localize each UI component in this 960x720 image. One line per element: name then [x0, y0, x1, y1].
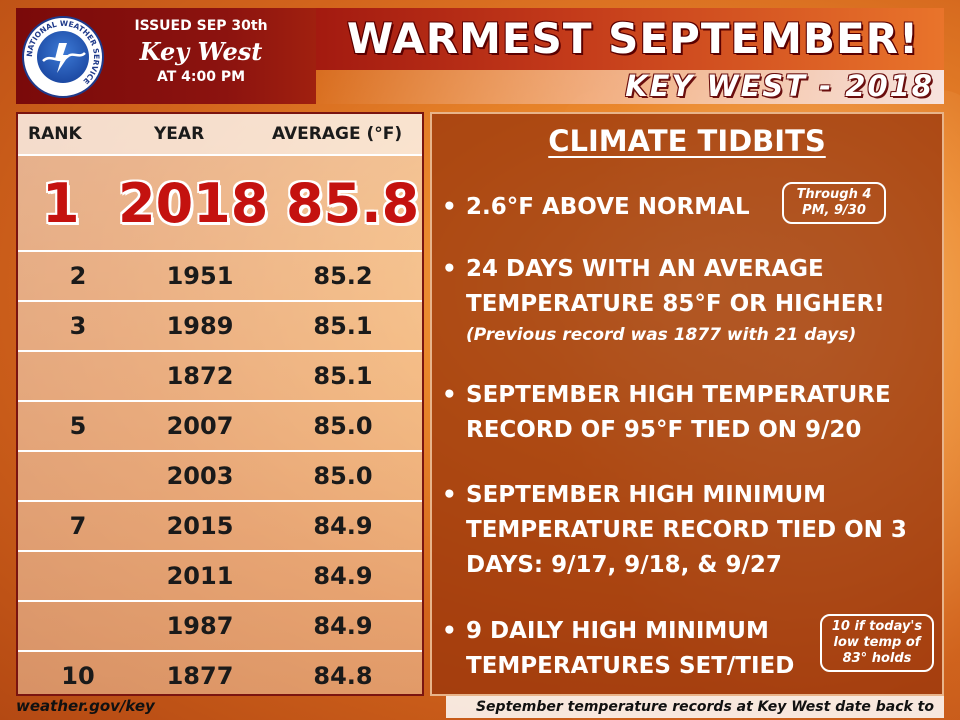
issued-time: AT 4:00 PM	[156, 69, 246, 85]
page-subtitle: KEY WEST - 2018	[625, 69, 934, 103]
table-row: 2 1951 85.2	[18, 252, 422, 302]
row-year: 2015	[166, 512, 234, 540]
header: NATIONAL WEATHER SERVICE ISSUED SEP 30th…	[16, 8, 944, 104]
row-average: 84.9	[313, 612, 373, 640]
page-title: WARMEST SEPTEMBER!	[346, 14, 920, 63]
row-rank: 10	[61, 662, 95, 690]
callout-todays-low: 10 if today's low temp of 83° holds	[820, 614, 934, 672]
row-year: 1951	[166, 262, 234, 290]
row-year: 1989	[166, 312, 234, 340]
top-year: 2018	[118, 172, 269, 235]
footer-records-note: September temperature records at Key Wes…	[446, 696, 944, 718]
row-rank: 5	[69, 412, 87, 440]
table-row: 2011 84.9	[18, 552, 422, 602]
top-rank: 1	[42, 172, 80, 235]
issued-date: ISSUED SEP 30th	[134, 18, 268, 34]
bullet-icon: •	[442, 618, 457, 644]
tidbit-text-wrap: 24 DAYS WITH AN AVERAGE TEMPERATURE 85°F…	[466, 252, 936, 348]
header-subtitle-band	[316, 70, 944, 104]
table-row: 7 2015 84.9	[18, 502, 422, 552]
header-rank: RANK	[28, 124, 82, 144]
tidbit-note: (Previous record was 1877 with 21 days)	[466, 325, 857, 345]
row-rank: 3	[69, 312, 87, 340]
climate-tidbits-panel: CLIMATE TIDBITS • 2.6°F ABOVE NORMAL Thr…	[430, 112, 944, 696]
row-year: 2011	[166, 562, 234, 590]
row-year: 1877	[166, 662, 234, 690]
row-average: 84.9	[313, 562, 373, 590]
issued-info: ISSUED SEP 30th Key West AT 4:00 PM	[116, 18, 286, 86]
table-row-top: 1 2018 85.8	[18, 156, 422, 252]
row-average: 85.0	[313, 462, 373, 490]
header-year: YEAR	[154, 124, 205, 144]
table-row: 1987 84.9	[18, 602, 422, 652]
station-name: Key West	[139, 37, 263, 66]
bullet-icon: •	[442, 256, 457, 282]
nws-logo-globe-icon	[37, 31, 89, 83]
row-year: 2003	[166, 462, 234, 490]
table-row: 1872 85.1	[18, 352, 422, 402]
table-row: 5 2007 85.0	[18, 402, 422, 452]
bullet-icon: •	[442, 482, 457, 508]
tidbit-text: 2.6°F ABOVE NORMAL	[466, 194, 750, 220]
header-average: AVERAGE (°F)	[272, 124, 403, 144]
row-average: 85.2	[313, 262, 373, 290]
row-rank: 2	[69, 262, 87, 290]
row-average: 85.1	[313, 362, 373, 390]
table-row: 10 1877 84.8	[18, 652, 422, 702]
row-rank: 7	[69, 512, 87, 540]
table-row: 2003 85.0	[18, 452, 422, 502]
callout-through-date: Through 4 PM, 9/30	[782, 182, 886, 224]
row-year: 1872	[166, 362, 234, 390]
table-row: 3 1989 85.1	[18, 302, 422, 352]
header-title-band	[316, 8, 944, 70]
table-header: RANK YEAR AVERAGE (°F)	[18, 114, 422, 156]
tidbits-title: CLIMATE TIDBITS	[548, 124, 826, 158]
tidbit-text: SEPTEMBER HIGH TEMPERATURE RECORD OF 95°…	[466, 382, 891, 443]
bullet-icon: •	[442, 194, 457, 220]
tidbit-text: 9 DAILY HIGH MINIMUM TEMPERATURES SET/TI…	[466, 618, 795, 679]
row-year: 2007	[166, 412, 234, 440]
row-average: 85.0	[313, 412, 373, 440]
row-average: 84.9	[313, 512, 373, 540]
row-average: 84.8	[313, 662, 373, 690]
footer-website: weather.gov/key	[16, 697, 155, 715]
tidbit-text: 24 DAYS WITH AN AVERAGE TEMPERATURE 85°F…	[466, 256, 885, 317]
row-year: 1987	[166, 612, 234, 640]
bullet-icon: •	[442, 382, 457, 408]
row-average: 85.1	[313, 312, 373, 340]
top-average: 85.8	[286, 172, 420, 235]
tidbit-text: SEPTEMBER HIGH MINIMUM TEMPERATURE RECOR…	[466, 482, 907, 578]
rankings-table: RANK YEAR AVERAGE (°F) 1 2018 85.8 2 195…	[16, 112, 424, 696]
nws-logo: NATIONAL WEATHER SERVICE	[22, 16, 104, 98]
